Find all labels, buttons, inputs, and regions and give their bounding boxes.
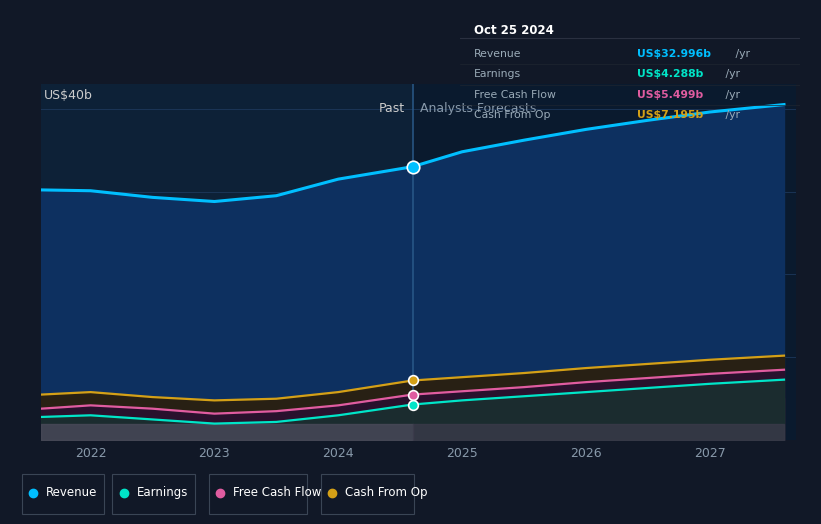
Text: US$0: US$0 — [44, 424, 76, 438]
Text: Revenue: Revenue — [46, 486, 97, 499]
Bar — [412, 84, 796, 440]
Text: Cash From Op: Cash From Op — [474, 110, 550, 119]
Text: Earnings: Earnings — [136, 486, 188, 499]
Text: Free Cash Flow: Free Cash Flow — [232, 486, 321, 499]
Text: /yr: /yr — [722, 90, 741, 100]
Text: Oct 25 2024: Oct 25 2024 — [474, 24, 553, 37]
Text: Earnings: Earnings — [474, 69, 521, 80]
Text: Revenue: Revenue — [474, 49, 521, 59]
Text: /yr: /yr — [732, 49, 750, 59]
Text: /yr: /yr — [722, 110, 741, 119]
Text: Past: Past — [378, 102, 405, 115]
Text: US$4.288b: US$4.288b — [637, 69, 703, 80]
Text: US$5.499b: US$5.499b — [637, 90, 703, 100]
Text: US$40b: US$40b — [44, 89, 93, 102]
Text: Free Cash Flow: Free Cash Flow — [474, 90, 556, 100]
Text: /yr: /yr — [722, 69, 741, 80]
Text: Cash From Op: Cash From Op — [345, 486, 427, 499]
Text: US$7.195b: US$7.195b — [637, 110, 703, 119]
Text: US$32.996b: US$32.996b — [637, 49, 711, 59]
Text: Analysts Forecasts: Analysts Forecasts — [420, 102, 536, 115]
